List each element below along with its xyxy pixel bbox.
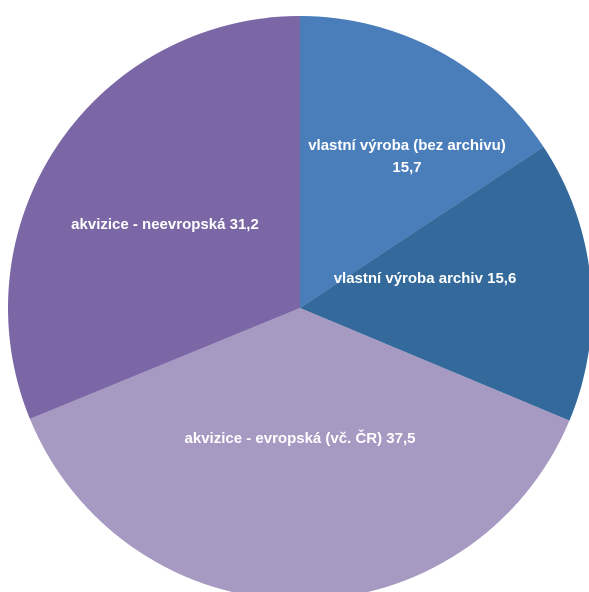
category-label: vlastní výroba (bez archivu) [308,137,506,154]
label-box: vlastní výroba archiv 15,6 [325,268,525,290]
value-label: 15,6 [487,270,517,287]
data-label: vlastní výroba archiv 15,6 [325,268,525,290]
data-label: akvizice - neevropská 31,2 [10,214,320,236]
value-label: 37,5 [386,430,416,447]
label-box: vlastní výroba (bez archivu) 15,7 [307,135,507,179]
pie-slice [300,146,589,421]
category-label: akvizice - neevropská [71,216,226,233]
category-label: akvizice - evropská (vč. ČR) [184,430,383,447]
label-box: akvizice - neevropská 31,2 [10,214,320,236]
pie-slice [7,16,300,419]
value-label: 15,7 [392,159,422,176]
value-label: 31,2 [229,216,259,233]
category-label: vlastní výroba archiv [333,270,483,287]
data-label: akvizice - evropská (vč. ČR) 37,5 [180,428,420,450]
data-label: vlastní výroba (bez archivu) 15,7 [307,135,507,179]
label-box: akvizice - evropská (vč. ČR) 37,5 [180,428,420,450]
pie-slice [300,16,544,308]
pie-slice [29,308,570,592]
